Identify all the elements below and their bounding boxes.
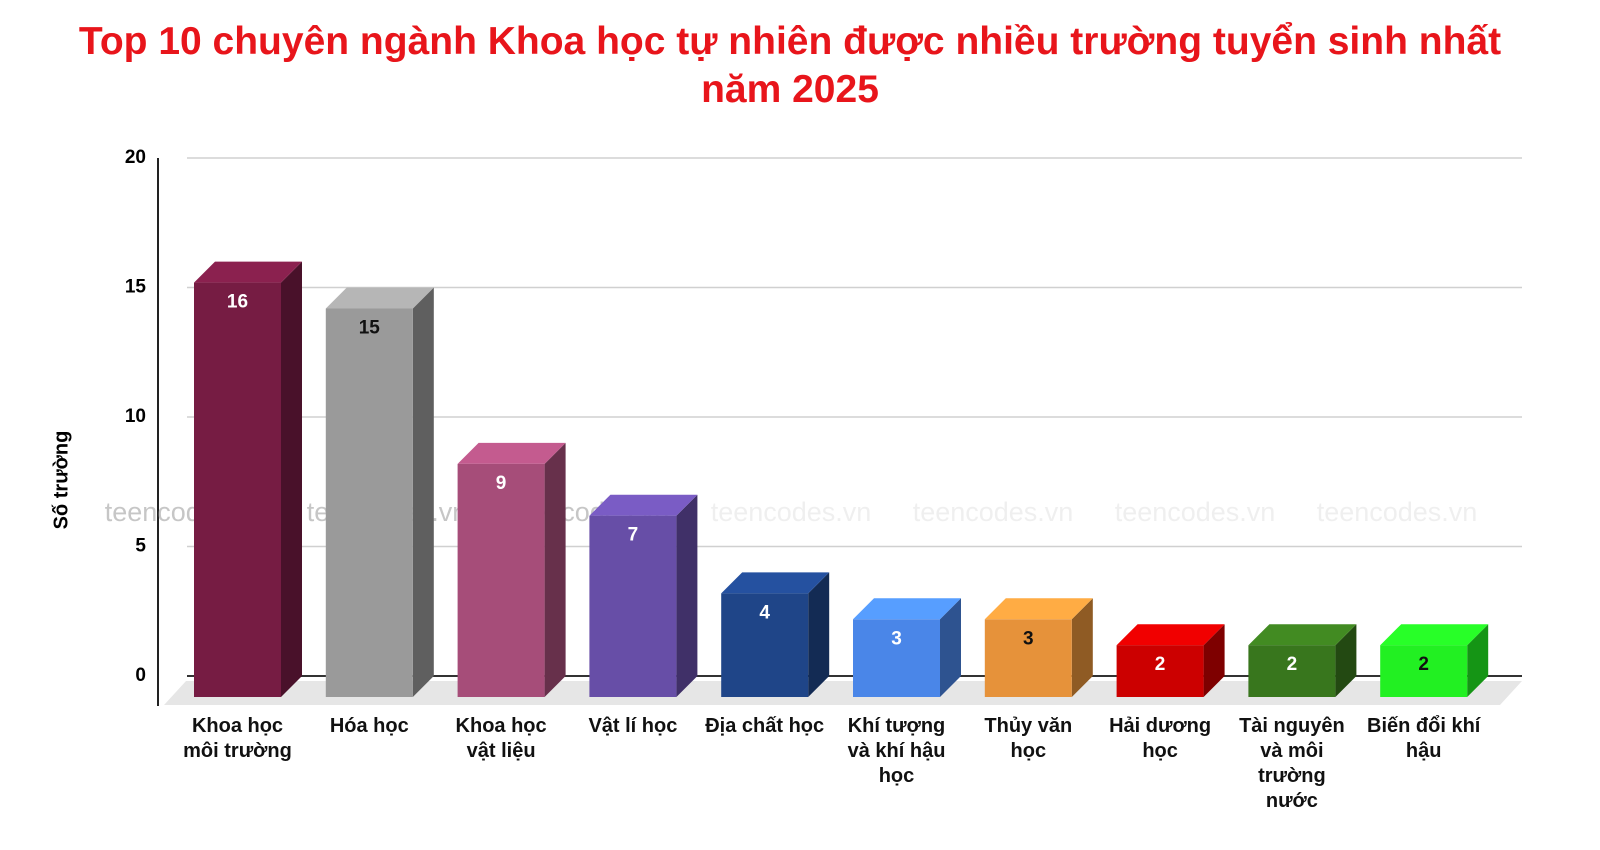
- chart-title: Top 10 chuyên ngành Khoa học tự nhiên đư…: [78, 20, 1502, 111]
- y-tick-label: 20: [125, 147, 146, 168]
- x-tick-label: Khoa học môi trường: [183, 715, 292, 762]
- bar-top: [589, 494, 698, 516]
- bar: [984, 619, 1072, 697]
- watermark: teencodes.vn: [1115, 497, 1276, 527]
- bar-top: [1380, 624, 1489, 646]
- x-tick-label: Hải dương học: [1109, 715, 1212, 762]
- x-tick-label: Hóa học: [329, 715, 409, 737]
- bar: [1380, 645, 1468, 697]
- bar-top: [984, 598, 1093, 620]
- x-tick-label: Khoa học vật liệu: [455, 715, 547, 762]
- watermark: teencodes.vn: [711, 497, 872, 527]
- y-tick-label: 0: [135, 665, 146, 686]
- value-label: 15: [359, 318, 381, 339]
- bar: [325, 308, 413, 697]
- value-label: 4: [759, 602, 770, 623]
- bar-top: [194, 261, 302, 283]
- y-tick-label: 5: [135, 536, 146, 557]
- bar-top: [1248, 624, 1357, 646]
- y-axis-label: Số trường: [50, 431, 72, 530]
- bar: [194, 282, 281, 697]
- bar: [721, 593, 809, 697]
- value-label: 9: [496, 473, 507, 494]
- bar-top: [853, 598, 961, 620]
- x-tick-label: Khí tượng và khí hậu học: [847, 715, 946, 787]
- bar-side: [808, 572, 830, 697]
- value-label: 3: [891, 628, 902, 649]
- bar: [589, 515, 677, 697]
- bar-side: [1203, 624, 1225, 697]
- bar-top: [1116, 624, 1225, 646]
- bar-side: [281, 261, 302, 697]
- bar: [853, 619, 940, 697]
- value-label: 7: [628, 525, 639, 546]
- value-label: 2: [1287, 654, 1298, 675]
- bar-top: [325, 287, 434, 309]
- bar: [1248, 645, 1336, 697]
- y-tick-label: 15: [125, 277, 147, 298]
- bar-side: [1335, 624, 1357, 697]
- x-tick-label: Địa chất học: [705, 715, 825, 737]
- watermark: teencodes.vn: [913, 497, 1074, 527]
- value-label: 2: [1155, 654, 1166, 675]
- x-tick-label: Vật lí học: [588, 715, 678, 737]
- bar-side: [940, 598, 961, 697]
- x-tick-label: Tài nguyên và môi trường nước: [1239, 715, 1345, 812]
- y-tick-label: 10: [125, 406, 146, 427]
- bar-top: [457, 442, 566, 464]
- value-label: 2: [1418, 654, 1429, 675]
- x-tick-label: Thủy văn học: [984, 715, 1073, 762]
- bar-side: [1071, 598, 1093, 697]
- x-tick-label: Biến đổi khí hậu: [1367, 715, 1481, 762]
- watermark: teencodes.vn: [1317, 497, 1478, 527]
- bar-side: [676, 494, 698, 697]
- value-label: 3: [1023, 628, 1034, 649]
- bar-side: [544, 442, 566, 697]
- value-label: 16: [227, 292, 248, 313]
- bar-side: [1467, 624, 1489, 697]
- bar-top: [721, 572, 830, 594]
- bar: [1116, 645, 1204, 697]
- bar-side: [412, 287, 434, 697]
- bar: [457, 463, 545, 697]
